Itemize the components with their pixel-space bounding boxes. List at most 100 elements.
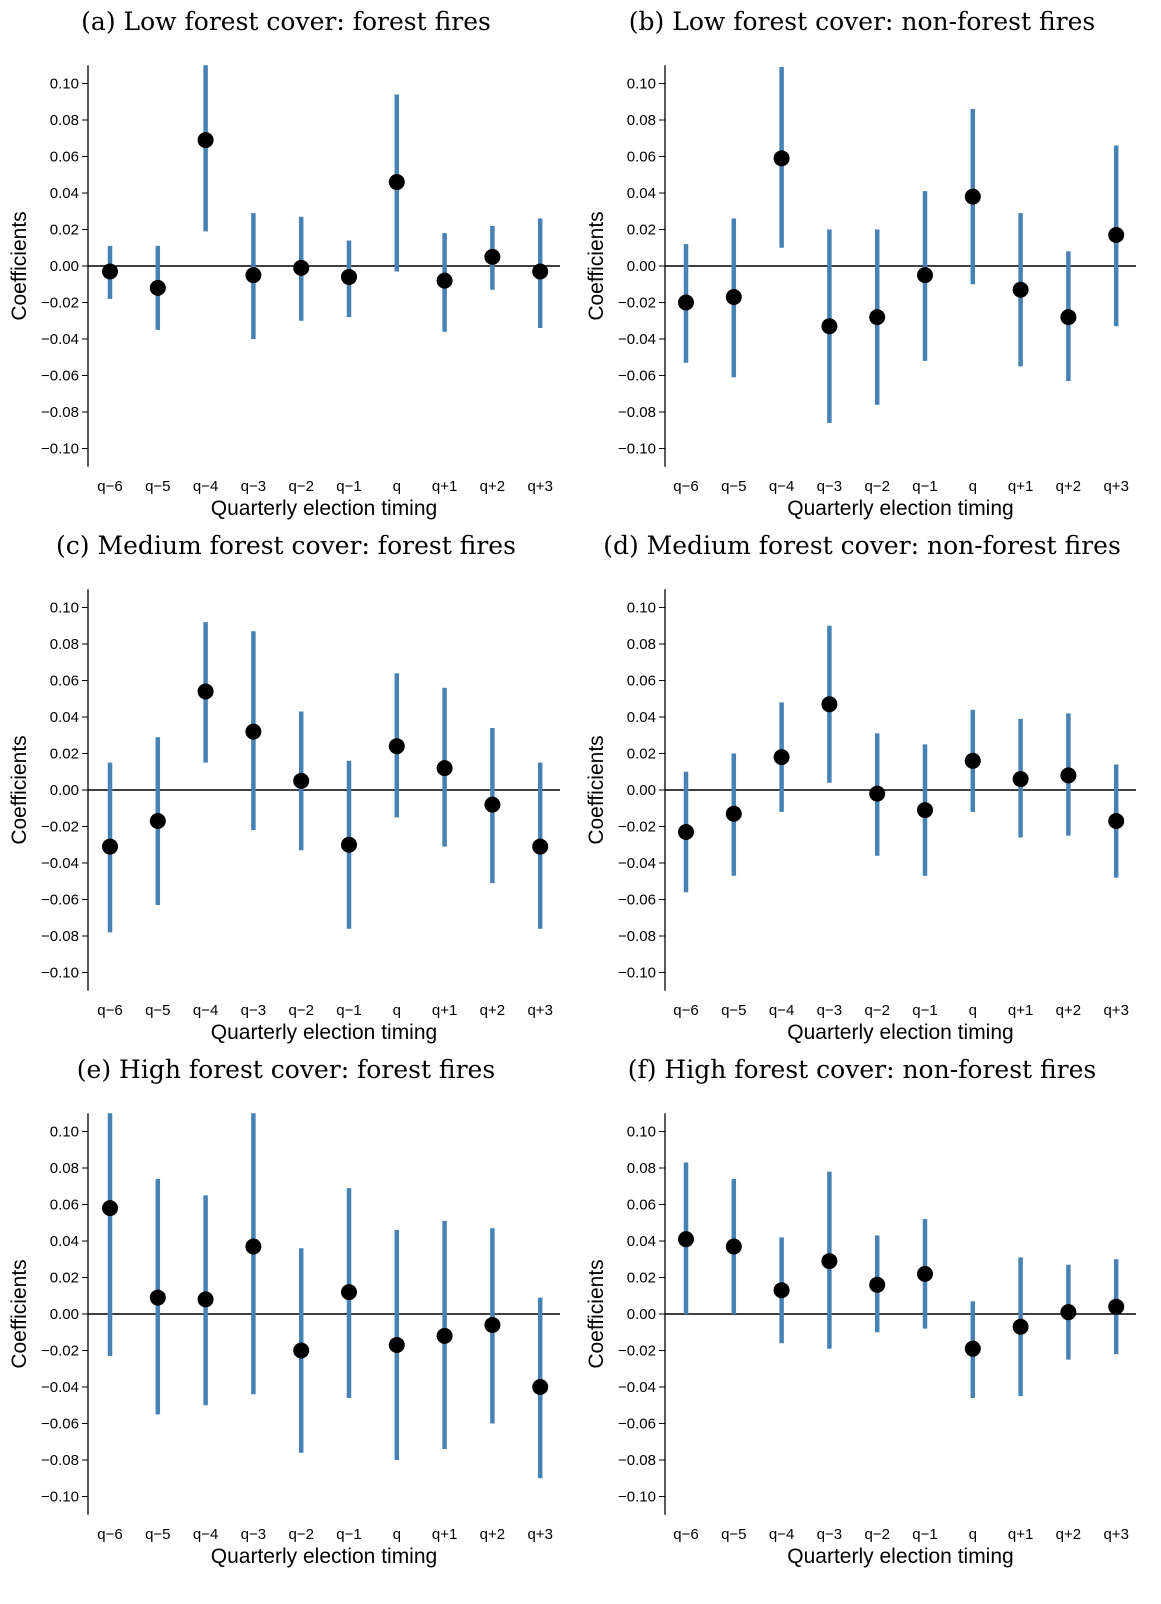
y-tick-label: −0.04 bbox=[618, 331, 656, 348]
x-tick-label: q−6 bbox=[97, 478, 122, 495]
y-axis-label: Coefficients bbox=[8, 1259, 31, 1368]
x-tick-label: q bbox=[969, 1526, 977, 1543]
x-tick-label: q−5 bbox=[145, 1002, 170, 1019]
x-tick-label: q−1 bbox=[912, 478, 937, 495]
x-tick-label: q−5 bbox=[145, 1526, 170, 1543]
coefficient-point bbox=[678, 294, 694, 311]
coefficient-point bbox=[773, 749, 790, 766]
x-tick-label: q+1 bbox=[1008, 1002, 1033, 1019]
coefficient-point bbox=[197, 1291, 214, 1308]
x-tick-label: q−2 bbox=[288, 1526, 313, 1543]
coefficient-point bbox=[102, 263, 118, 280]
y-tick-label: −0.06 bbox=[41, 892, 79, 909]
x-tick-label: q+1 bbox=[1008, 478, 1033, 495]
coefficient-point bbox=[102, 838, 118, 855]
y-tick-label: 0.08 bbox=[627, 112, 656, 129]
coefficient-point bbox=[293, 772, 310, 789]
x-tick-label: q−3 bbox=[241, 1526, 266, 1543]
coefficient-point bbox=[725, 805, 742, 822]
y-tick-label: 0.10 bbox=[627, 600, 656, 617]
coefficient-point bbox=[1108, 1298, 1125, 1315]
x-tick-label: q−3 bbox=[817, 1002, 842, 1019]
y-tick-label: 0.06 bbox=[50, 1197, 79, 1214]
coefficient-point bbox=[149, 1289, 166, 1306]
y-tick-label: 0.00 bbox=[50, 782, 79, 799]
y-tick-label: 0.02 bbox=[627, 1270, 656, 1287]
y-tick-label: 0.06 bbox=[627, 149, 656, 166]
x-tick-label: q−4 bbox=[193, 478, 218, 495]
coefficient-point bbox=[917, 802, 933, 819]
y-tick-label: −0.04 bbox=[618, 1379, 656, 1396]
coefficient-point bbox=[821, 1253, 838, 1270]
x-tick-label: q−4 bbox=[769, 1526, 794, 1543]
x-tick-label: q bbox=[969, 478, 977, 495]
y-tick-label: −0.10 bbox=[41, 965, 79, 982]
x-tick-label: q+2 bbox=[1056, 478, 1081, 495]
y-tick-label: 0.06 bbox=[50, 149, 79, 166]
coefficient-point bbox=[773, 150, 790, 167]
x-tick-label: q−6 bbox=[673, 1002, 698, 1019]
x-tick-label: q−3 bbox=[817, 478, 842, 495]
coefficient-point bbox=[484, 248, 501, 265]
x-tick-label: q+1 bbox=[1008, 1526, 1033, 1543]
x-tick-label: q+3 bbox=[527, 1526, 552, 1543]
coefficient-point bbox=[1012, 771, 1029, 788]
coefficient-point bbox=[1060, 1304, 1077, 1321]
y-axis-label: Coefficients bbox=[585, 211, 608, 320]
panel-title: (a) Low forest cover: forest fires bbox=[81, 7, 491, 36]
y-tick-label: −0.10 bbox=[41, 1489, 79, 1506]
y-tick-label: −0.02 bbox=[618, 295, 656, 312]
coefficient-point bbox=[341, 268, 357, 285]
y-tick-label: −0.06 bbox=[41, 368, 79, 385]
coefficient-point bbox=[532, 1379, 549, 1395]
y-tick-label: 0.04 bbox=[627, 709, 656, 726]
y-tick-label: 0.10 bbox=[50, 600, 79, 617]
coefficient-point bbox=[869, 785, 886, 802]
coefficient-point bbox=[821, 318, 838, 335]
y-tick-label: 0.00 bbox=[627, 258, 656, 275]
y-tick-label: −0.02 bbox=[618, 1343, 656, 1360]
y-tick-label: 0.06 bbox=[50, 673, 79, 690]
y-tick-label: 0.04 bbox=[50, 1233, 79, 1250]
y-tick-label: 0.00 bbox=[50, 1306, 79, 1323]
x-axis-label: Quarterly election timing bbox=[787, 1021, 1013, 1044]
coefficient-point bbox=[1060, 309, 1077, 326]
x-tick-label: q−6 bbox=[673, 478, 698, 495]
chart-panel-e: (e) High forest cover: forest fires 0.10 0… bbox=[8, 1055, 560, 1568]
y-tick-label: 0.06 bbox=[627, 1197, 656, 1214]
x-tick-label: q+3 bbox=[527, 478, 552, 495]
y-tick-label: 0.10 bbox=[50, 76, 79, 93]
x-axis-label: Quarterly election timing bbox=[211, 1021, 437, 1044]
x-tick-label: q−4 bbox=[193, 1526, 218, 1543]
y-tick-label: 0.10 bbox=[50, 1124, 79, 1141]
chart-panel-c: (c) Medium forest cover: forest fires 0.1… bbox=[8, 531, 560, 1044]
y-tick-label: −0.02 bbox=[41, 819, 79, 836]
x-tick-label: q−2 bbox=[288, 1002, 313, 1019]
x-tick-label: q−6 bbox=[97, 1002, 122, 1019]
coefficient-point bbox=[678, 823, 694, 840]
x-tick-label: q bbox=[393, 1002, 401, 1019]
y-tick-label: 0.02 bbox=[50, 746, 79, 763]
x-tick-label: q−5 bbox=[721, 1002, 746, 1019]
y-tick-label: 0.10 bbox=[627, 76, 656, 93]
coefficient-point bbox=[964, 188, 981, 205]
y-tick-label: 0.08 bbox=[50, 1160, 79, 1177]
coefficient-point bbox=[436, 272, 453, 289]
y-tick-label: 0.08 bbox=[627, 636, 656, 653]
coefficient-point bbox=[532, 838, 549, 855]
x-tick-label: q−2 bbox=[288, 478, 313, 495]
coefficient-point bbox=[964, 1340, 981, 1357]
coefficient-point bbox=[245, 1238, 262, 1255]
x-tick-label: q+1 bbox=[432, 1002, 457, 1019]
coefficient-point bbox=[917, 267, 933, 284]
y-tick-label: −0.06 bbox=[618, 1416, 656, 1433]
coefficient-point bbox=[1012, 281, 1029, 298]
coefficient-point bbox=[1108, 813, 1125, 830]
panel-title: (e) High forest cover: forest fires bbox=[77, 1055, 495, 1084]
coefficient-point bbox=[484, 796, 501, 813]
y-axis-label: Coefficients bbox=[585, 1259, 608, 1368]
x-tick-label: q bbox=[393, 478, 401, 495]
coefficient-point bbox=[388, 1337, 405, 1354]
chart-panel-d: (d) Medium forest cover: non-forest fire… bbox=[585, 531, 1136, 1044]
